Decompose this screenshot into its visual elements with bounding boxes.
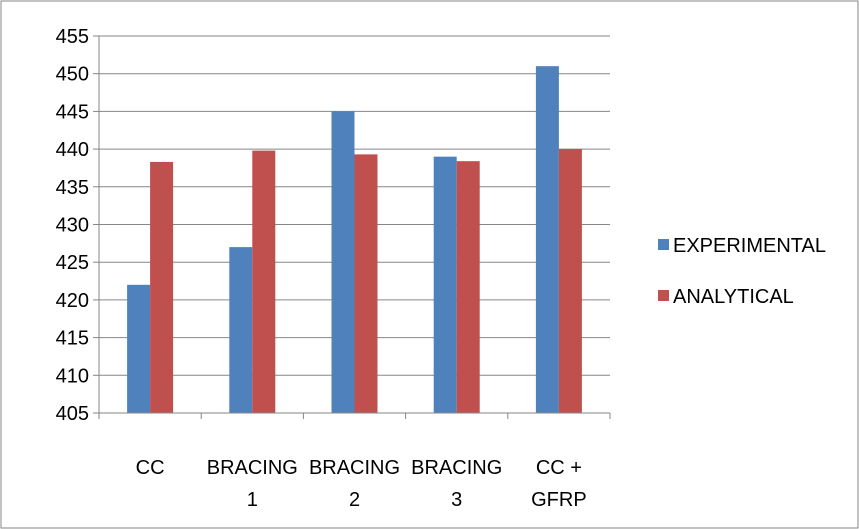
y-tick-label: 415 xyxy=(56,328,89,350)
bar-analytical-2 xyxy=(354,154,378,414)
y-tick-label: 410 xyxy=(56,365,89,387)
y-tick-label: 440 xyxy=(56,139,89,161)
legend-label-analytical: ANALYTICAL xyxy=(673,286,794,308)
bar-experimental-4 xyxy=(535,66,559,413)
y-tick-label: 435 xyxy=(56,177,89,199)
bars xyxy=(127,66,582,414)
legend: EXPERIMENTAL ANALYTICAL xyxy=(658,235,826,308)
bar-experimental-3 xyxy=(433,156,457,413)
bar-analytical-0 xyxy=(150,161,174,413)
y-tick-label: 455 xyxy=(56,26,89,48)
y-tick-label: 405 xyxy=(56,403,89,425)
legend-label-experimental: EXPERIMENTAL xyxy=(673,235,826,257)
bar-analytical-4 xyxy=(558,149,582,413)
x-tick-label: BRACING 2 xyxy=(309,457,400,511)
bar-experimental-1 xyxy=(229,247,253,413)
x-tick-label: BRACING 1 xyxy=(207,457,298,511)
bar-analytical-1 xyxy=(252,150,276,413)
x-tick-label: CC + GFRP xyxy=(531,457,587,511)
legend-swatch-experimental xyxy=(658,239,669,250)
y-tick-label: 445 xyxy=(56,101,89,123)
y-axis: 405 410 415 420 425 430 435 440 445 450 455 xyxy=(56,26,100,425)
y-tick-label: 425 xyxy=(56,252,89,274)
x-tick-label: BRACING 3 xyxy=(411,457,502,511)
x-tick-label: CC xyxy=(136,457,165,479)
y-tick-label: 420 xyxy=(56,290,89,312)
legend-swatch-analytical xyxy=(658,290,669,301)
y-tick-label: 430 xyxy=(56,215,89,237)
y-tick-label: 450 xyxy=(56,64,89,86)
bar-experimental-2 xyxy=(331,111,355,414)
bar-analytical-3 xyxy=(456,161,480,413)
bar-experimental-0 xyxy=(127,284,151,413)
